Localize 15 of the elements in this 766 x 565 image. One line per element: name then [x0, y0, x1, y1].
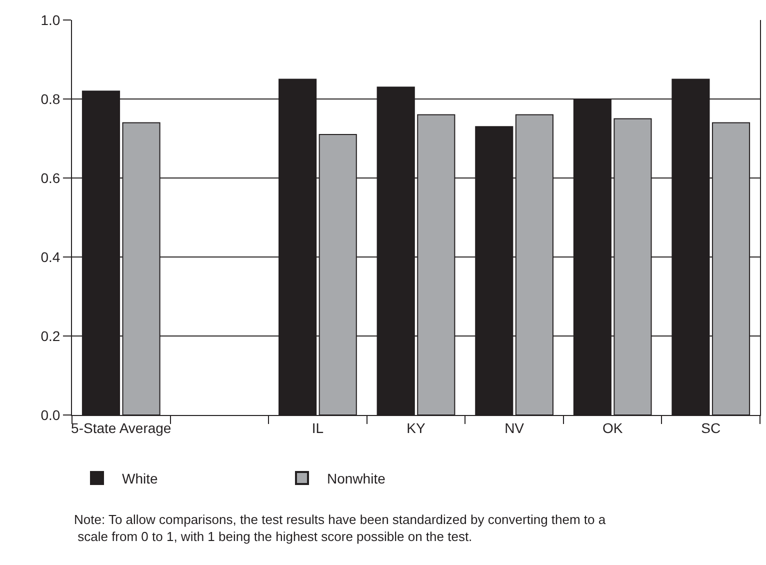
y-tick-label: 0.2 — [40, 328, 60, 344]
legend-label: Nonwhite — [327, 470, 386, 486]
x-tick-label: KY — [406, 420, 426, 436]
text: Note: To allow comparisons, the test results have been standardized by converting them to a scale from 0 to 1, with 1 being the highest score possible on the test. — [74, 512, 606, 544]
y-tick-label: 0.6 — [40, 170, 60, 186]
y-tick-label: 0.0 — [40, 406, 60, 423]
x-tick-label: IL — [312, 420, 324, 436]
x-tick-label: SC — [701, 420, 721, 436]
legend-label: White — [122, 470, 158, 486]
y-tick-label: 0.4 — [40, 248, 60, 265]
x-tick-label: 5-State Average — [71, 420, 172, 436]
y-tick-label: 0.8 — [40, 90, 60, 107]
y-tick-label: 1.0 — [40, 12, 60, 28]
x-tick-label: NV — [504, 420, 525, 436]
x-tick-label: OK — [602, 420, 624, 436]
